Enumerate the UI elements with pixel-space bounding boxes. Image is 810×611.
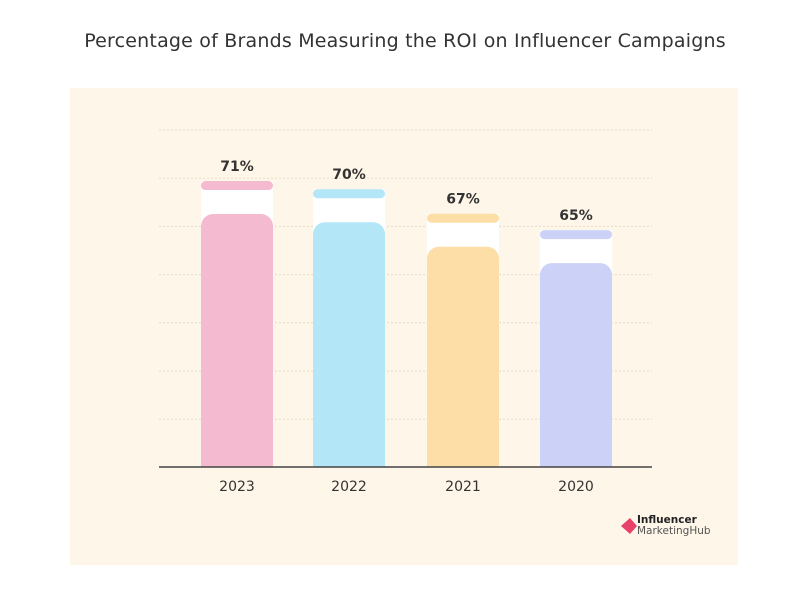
data-label: 70% [332,167,366,183]
logo-icon [621,518,637,534]
influencer-marketing-hub-logo: Influencer MarketingHub [621,515,711,537]
x-tick-label: 2020 [558,479,594,495]
data-label: 65% [559,208,593,224]
data-label: 71% [220,159,254,175]
bar-cap [540,230,612,240]
chart-panel [70,88,738,565]
bar-cap [313,189,385,199]
data-label: 67% [446,192,480,208]
x-tick-label: 2023 [219,479,255,495]
bar-cap [427,213,499,223]
bar-cap [201,181,273,191]
bar-2022 [313,222,385,467]
bar-2021 [427,246,499,467]
bar-2023 [201,214,273,467]
x-tick-label: 2021 [445,479,481,495]
logo-line1: Influencer [637,514,697,526]
bar-2020 [540,263,612,467]
chart-title: Percentage of Brands Measuring the ROI o… [84,30,726,52]
x-tick-label: 2022 [331,479,367,495]
logo-line2: MarketingHub [637,525,711,537]
